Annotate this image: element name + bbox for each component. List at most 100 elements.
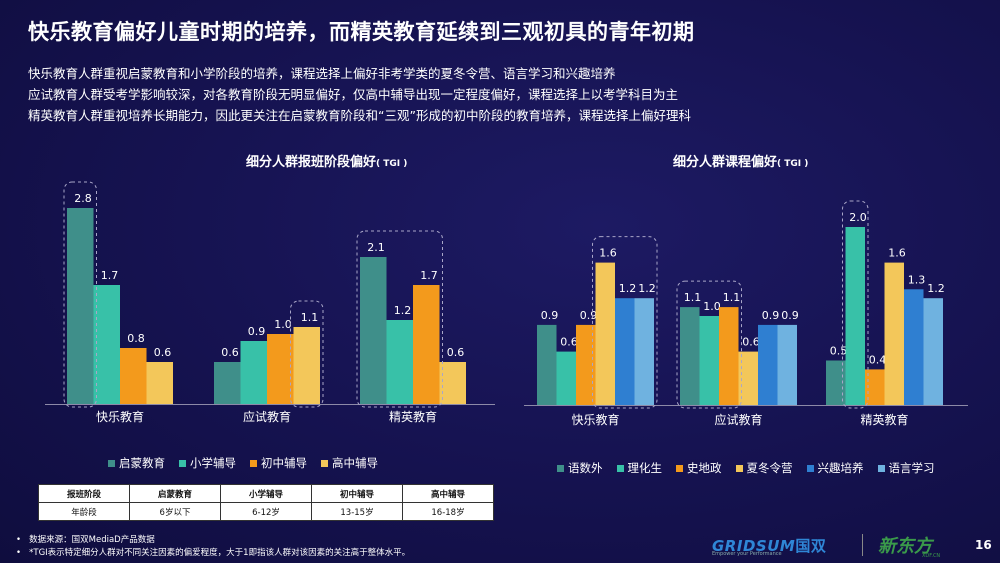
table-cell: 6-12岁: [220, 502, 312, 521]
bar: [120, 348, 147, 404]
highlight-box: [356, 230, 443, 408]
legend-item: 高中辅导: [321, 455, 378, 471]
bar: [699, 316, 719, 405]
bar: [413, 285, 440, 404]
highlight-box: [290, 300, 324, 408]
table-cell: 6岁以下: [129, 502, 221, 521]
bar: [615, 298, 635, 405]
table-cell: 初中辅导: [311, 484, 403, 503]
subtitle-line: 快乐教育人群重视启蒙教育和小学阶段的培养，课程选择上偏好非考学类的夏冬令营、语言…: [28, 66, 616, 81]
legend-label: 高中辅导: [332, 456, 378, 470]
data-label: 0.9: [781, 309, 799, 322]
category-label: 应试教育: [714, 412, 762, 427]
bar: [576, 324, 596, 405]
data-label: 1.2: [394, 304, 412, 317]
gridsum-logo: GRIDSUM国双: [712, 537, 827, 555]
table-cell: 13-15岁: [311, 502, 403, 521]
bar: [865, 369, 885, 405]
subtitle-block: 快乐教育人群重视启蒙教育和小学阶段的培养，课程选择上偏好非考学类的夏冬令营、语言…: [28, 63, 691, 126]
chart1-title: 细分人群报班阶段偏好( TGI ): [246, 151, 407, 170]
bar: [93, 285, 120, 404]
footnote-tgi: *TGI表示特定细分人群对不同关注因素的偏爱程度，大于1即指该人群对该因素的关注…: [29, 548, 411, 558]
legend-item: 语数外: [557, 460, 603, 476]
bar: [67, 208, 94, 404]
bar: [758, 324, 778, 405]
chart1-legend: 启蒙教育 小学辅导 初中辅导 高中辅导: [108, 455, 378, 471]
footnotes: • 数据来源：国双MediaD产品数据 • *TGI表示特定细分人群对不同关注因…: [16, 534, 410, 560]
bar: [267, 334, 294, 404]
category-label: 快乐教育: [571, 412, 619, 427]
bar: [595, 262, 615, 405]
legend-label: 语数外: [568, 461, 603, 475]
legend-label: 小学辅导: [190, 456, 236, 470]
legend-item: 史地政: [676, 460, 722, 476]
footnote: • *TGI表示特定细分人群对不同关注因素的偏爱程度，大于1即指该人群对该因素的…: [16, 548, 411, 558]
data-label: 0.5: [830, 345, 848, 358]
data-label: 1.1: [301, 311, 319, 324]
bar: [556, 351, 576, 405]
legend-swatch: [557, 464, 564, 472]
gridsum-tagline: Empower your Performance: [712, 551, 782, 557]
data-label: 1.3: [908, 273, 926, 286]
highlight-box: [842, 200, 869, 409]
category-label: 快乐教育: [96, 409, 144, 424]
footnote-source: 数据来源：国双MediaD产品数据: [29, 535, 155, 545]
data-label: 2.0: [849, 211, 867, 224]
legend-swatch: [108, 459, 115, 467]
data-label: 2.1: [367, 241, 385, 254]
data-label: 1.0: [703, 300, 721, 313]
bar: [719, 307, 739, 405]
data-label: 0.9: [580, 309, 598, 322]
bar: [240, 341, 267, 404]
chart2-legend: 语数外 理化生 史地政 夏冬令营 兴趣培养 语言学习: [557, 460, 935, 476]
chart1-title-suffix: ( TGI ): [376, 159, 408, 169]
data-label: 1.7: [420, 269, 438, 282]
bar: [214, 362, 241, 404]
bar: [904, 289, 924, 405]
data-label: 1.2: [638, 282, 656, 295]
legend-item: 理化生: [616, 460, 663, 476]
bar: [146, 362, 173, 404]
xdf-logo: 新东方: [878, 536, 932, 557]
highlight-box: [676, 280, 742, 409]
data-label: 0.6: [447, 346, 465, 359]
page-title: 快乐教育偏好儿童时期的培养，而精英教育延续到三观初具的青年初期: [28, 20, 695, 44]
table-cell: 年龄段: [38, 502, 130, 521]
data-label: 0.6: [154, 346, 172, 359]
data-label: 1.2: [927, 282, 945, 295]
logo-divider: [862, 534, 863, 556]
data-label: 1.0: [274, 318, 292, 331]
legend-swatch: [250, 459, 257, 467]
legend-swatch: [877, 464, 885, 472]
bar: [738, 351, 758, 405]
legend-label: 理化生: [627, 461, 663, 475]
age-table-row: 年龄段 6岁以下 6-12岁 13-15岁 16-18岁: [38, 502, 494, 521]
legend-item: 初中辅导: [250, 455, 307, 471]
footnote: • 数据来源：国双MediaD产品数据: [16, 535, 155, 545]
legend-label: 兴趣培养: [817, 461, 864, 475]
legend-swatch: [616, 464, 624, 472]
bar: [293, 327, 320, 404]
data-label: 1.6: [888, 247, 906, 260]
legend-label: 初中辅导: [261, 456, 307, 470]
chart2-title-text: 细分人群课程偏好: [673, 155, 778, 170]
table-cell: 报班阶段: [38, 484, 130, 503]
legend-swatch: [321, 459, 328, 467]
bar: [845, 227, 865, 405]
legend-item: 夏冬令营: [735, 460, 793, 476]
bar: [386, 320, 413, 404]
data-label: 0.9: [541, 309, 559, 322]
bar: [826, 360, 846, 405]
chart2-title-suffix: ( TGI ): [777, 159, 809, 169]
legend-item: 兴趣培养: [806, 460, 864, 476]
chart1-title-text: 细分人群报班阶段偏好: [246, 155, 377, 170]
legend-label: 启蒙教育: [119, 456, 165, 470]
bar: [537, 324, 557, 405]
legend-swatch: [735, 464, 743, 472]
bar: [884, 262, 904, 405]
bar: [360, 257, 387, 404]
xdf-url: XDF.CN: [922, 553, 941, 559]
category-label: 精英教育: [389, 409, 437, 424]
bar: [439, 362, 466, 404]
